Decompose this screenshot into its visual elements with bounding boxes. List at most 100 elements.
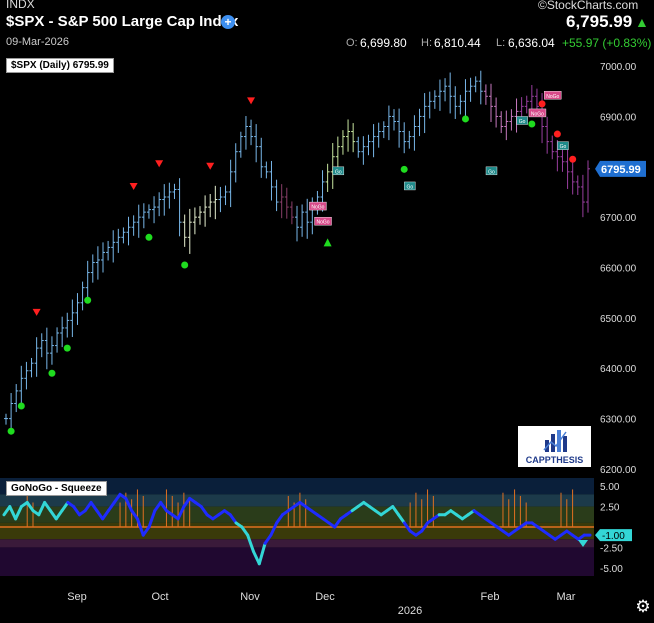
go-dot-marker (48, 369, 56, 377)
nogo-label: NoGo (314, 216, 332, 226)
oscillator-line-segment (101, 509, 110, 521)
ohlc-bar (545, 116, 550, 154)
oscillator-line-segment (333, 517, 343, 529)
price-tag: 6795.99 (595, 160, 646, 177)
go-dot-marker (17, 402, 25, 410)
ohlc-bar (65, 312, 70, 338)
oscillator-axis-tick: -2.50 (600, 543, 623, 554)
nogo-label: NoGo (528, 108, 547, 117)
oscillator-zone-band (0, 478, 594, 495)
chart-header: INDX $SPX - S&P 500 Large Cap Index + 09… (0, 0, 654, 52)
go-label-text: Go (488, 169, 495, 175)
ohlc-bar (397, 108, 402, 148)
oscillator-line-segment (8, 505, 18, 521)
nogo-label-text: NoGo (531, 111, 544, 117)
oscillator-axis-tick: 2.50 (600, 503, 620, 514)
ohlc-bar (85, 260, 90, 303)
go-dot-marker (461, 115, 469, 123)
go-dot-marker (181, 261, 189, 269)
oscillator-value-tag-shape (595, 529, 632, 542)
go-label: Go (332, 166, 345, 176)
oscillator-value-tag: -1.00 (595, 529, 632, 542)
go-label: Go (485, 166, 498, 175)
settings-gear-icon[interactable]: ⚙ (635, 597, 651, 616)
ohlc-bar (407, 130, 412, 149)
oscillator-line-segment (48, 509, 58, 521)
go-label-text: Go (519, 119, 526, 125)
ohlc-bar (340, 130, 345, 155)
ohlc-bar (300, 204, 305, 237)
ohlc-bar (371, 124, 376, 158)
info-icon[interactable]: + (221, 15, 235, 29)
ohlc-bar (443, 78, 448, 102)
go-label-text: Go (335, 169, 342, 175)
ohlc-bar (346, 119, 351, 152)
ohlc-bar (198, 206, 202, 225)
ohlc-bar (213, 185, 218, 220)
ohlc-bar (289, 201, 294, 225)
nogo-label: NoGo (309, 201, 327, 211)
go-label: Go (404, 181, 416, 190)
oscillator-line-segment (182, 496, 192, 509)
oscillator-zone-band (0, 506, 594, 523)
ohlc-bar (448, 72, 453, 114)
go-label-box (516, 116, 528, 125)
ohlc-bar (550, 135, 555, 160)
low-label: L: (496, 37, 506, 49)
ohlc-bar (269, 160, 274, 201)
ohlc-bar (203, 195, 208, 227)
ohlc-bar (44, 327, 49, 370)
open-value: 6,699.80 (360, 36, 407, 50)
ohlc-bar (478, 70, 483, 105)
go-label: Go (557, 141, 569, 150)
price-axis-tick: 6300.00 (600, 415, 637, 426)
ohlc-bar (325, 163, 330, 192)
price-axis-tick: 6500.00 (600, 314, 637, 325)
x-axis-label: Mar (557, 591, 576, 603)
ohlc-bar (386, 105, 391, 141)
go-label-box (332, 166, 345, 176)
ohlc-bar (60, 316, 65, 348)
ohlc-bar (259, 137, 264, 178)
ohlc-bar (4, 413, 8, 425)
oscillator-line-segment (199, 505, 209, 517)
ohlc-bar (463, 79, 468, 117)
ohlc-bar (586, 160, 590, 213)
oscillator-line-segment (14, 505, 23, 521)
oscillator-line-segment (83, 501, 93, 513)
oscillator-line-segment (397, 513, 406, 525)
ohlc-bar (427, 91, 432, 119)
ohlc-bar (412, 115, 417, 151)
ohlc-bar (39, 333, 44, 358)
x-axis-label: Feb (481, 591, 500, 603)
oscillator-line-segment (176, 505, 186, 521)
ohlc-bar (489, 83, 493, 122)
ohlc-bar (24, 361, 29, 390)
ohlc-bar (167, 182, 172, 209)
nogo-label-box (544, 91, 562, 100)
go-dot-marker (145, 233, 153, 241)
price-axis-tick: 6700.00 (600, 213, 637, 224)
ohlc-bar (483, 84, 488, 105)
ohlc-bar (182, 214, 187, 247)
oscillator-line-segment (37, 501, 47, 517)
nogo-arrow-marker (32, 308, 41, 316)
nogo-arrow-marker (206, 162, 215, 170)
ohlc-bar (55, 327, 60, 353)
ohlc-bar (9, 393, 14, 432)
ohlc-bar (524, 95, 529, 114)
indicator-panel-label: GoNoGo - Squeeze (6, 481, 107, 496)
x-axis-year-label: 2026 (398, 605, 422, 617)
nogo-label-box (314, 216, 332, 226)
go-dot-marker (400, 165, 408, 173)
ohlc-bar (575, 175, 580, 195)
ohlc-bar (422, 93, 427, 134)
ohlc-bar (19, 365, 24, 407)
ohlc-bar (514, 98, 519, 133)
ohlc-bar (284, 187, 289, 219)
ohlc-bar (111, 230, 116, 263)
oscillator-line-segment (263, 533, 273, 545)
capp-thesis-logo: CAPPTHESIS (518, 426, 591, 467)
ohlc-bar (305, 198, 310, 239)
